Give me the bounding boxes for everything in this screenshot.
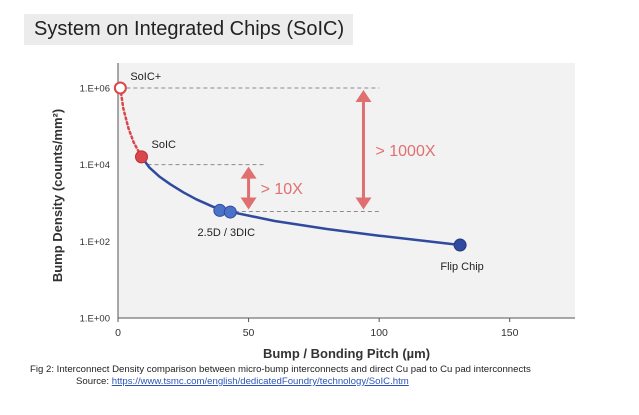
label-flip-chip: Flip Chip [440, 261, 483, 273]
y-axis-label: Bump Density (counts/mm²) [50, 109, 65, 282]
y-tick-label: 1.E+02 [80, 237, 110, 248]
point-3dic [223, 205, 237, 219]
arrow-10x: > 10X [240, 166, 304, 210]
y-tick-label: 1.E+06 [80, 84, 110, 95]
arrow-head-down [355, 197, 372, 210]
series-soic-dotted [119, 86, 143, 159]
source-link[interactable]: https://www.tsmc.com/english/dedicatedFo… [111, 376, 409, 387]
label-soic: SoIC [152, 139, 177, 151]
y-tick-label: 1.E+00 [80, 314, 110, 325]
arrow-label: > 10X [261, 181, 304, 198]
x-tick-label: 50 [243, 327, 255, 339]
arrow-label: > 1000X [375, 143, 435, 160]
caption-text: Fig 2: Interconnect Density comparison b… [30, 364, 531, 375]
axes: 0 50 100 150 1.E+00 1.E+02 1.E+04 1.E+06 [80, 63, 575, 339]
series-soic-to-3dic [140, 156, 223, 212]
x-tick-label: 150 [501, 327, 519, 339]
points-group [113, 81, 467, 252]
arrow-head-down [240, 197, 257, 210]
x-tick-label: 0 [115, 327, 121, 339]
y-tick-label: 1.E+04 [80, 160, 110, 171]
caption-source-line: Source: https://www.tsmc.com/english/ded… [30, 376, 630, 388]
arrow-head-up [240, 166, 257, 179]
chart-title: System on Integrated Chips (SoIC) [24, 14, 353, 45]
comparison-arrows: > 10X > 1000X [240, 90, 436, 210]
point-soic-plus [113, 81, 127, 95]
figure-caption: Fig 2: Interconnect Density comparison b… [30, 364, 630, 388]
label-soic-plus: SoIC+ [130, 71, 161, 83]
x-axis-label: Bump / Bonding Pitch (µm) [263, 346, 430, 361]
point-labels: SoIC+ SoIC 2.5D / 3DIC Flip Chip [130, 71, 483, 273]
x-tick-label: 100 [370, 327, 388, 339]
point-flip-chip [453, 238, 467, 252]
arrow-head-up [355, 90, 372, 102]
label-3dic: 2.5D / 3DIC [198, 227, 256, 239]
source-label: Source: [76, 376, 110, 387]
arrow-1000x: > 1000X [355, 90, 436, 210]
point-soic [135, 150, 149, 164]
plot-area [118, 63, 575, 318]
guide-lines [126, 87, 382, 213]
